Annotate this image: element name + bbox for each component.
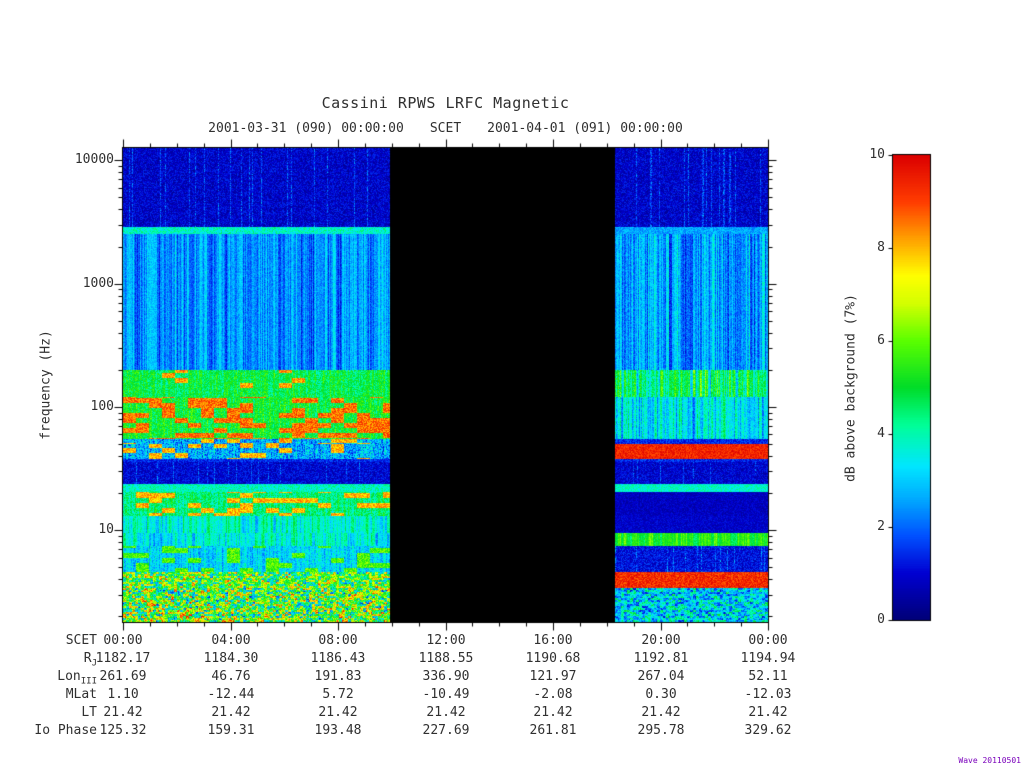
x-tick-label: 08:00: [318, 633, 358, 648]
table-cell: 261.81: [529, 723, 577, 738]
table-cell: 329.62: [744, 723, 792, 738]
x-tick-label: 00:00: [748, 633, 788, 648]
x-tick-label: 12:00: [426, 633, 466, 648]
table-cell: -12.44: [207, 687, 255, 702]
chart-subtitle: 2001-03-31 (090) 00:00:00 SCET 2001-04-0…: [123, 121, 768, 136]
table-row-label: LonIII: [57, 669, 97, 687]
table-cell: -2.08: [533, 687, 573, 702]
y-tick-label: 100: [90, 399, 114, 414]
table-cell: 267.04: [637, 669, 685, 684]
table-cell: 336.90: [422, 669, 470, 684]
colorbar-tick-label: 8: [877, 240, 885, 255]
table-row-label: RJ: [83, 651, 97, 669]
table-cell: 1182.17: [95, 651, 151, 666]
chart-title: Cassini RPWS LRFC Magnetic: [321, 94, 570, 112]
y-axis-label: frequency (Hz): [38, 330, 54, 440]
table-cell: 52.11: [748, 669, 788, 684]
colorbar-tick-label: 0: [877, 612, 885, 627]
table-cell: 227.69: [422, 723, 470, 738]
colorbar-label: dB above background (7%): [843, 294, 859, 482]
table-cell: 5.72: [322, 687, 354, 702]
table-row-label: Io Phase: [34, 723, 97, 738]
subtitle-scet-label: SCET: [429, 121, 462, 136]
table-cell: 21.42: [318, 705, 358, 720]
table-cell: 159.31: [207, 723, 255, 738]
table-row-label: LT: [81, 705, 97, 720]
table-cell: 1190.68: [525, 651, 581, 666]
table-row-label: SCET: [65, 633, 97, 648]
table-cell: 21.42: [641, 705, 681, 720]
table-cell: 21.42: [533, 705, 573, 720]
x-tick-label: 20:00: [641, 633, 681, 648]
table-cell: 0.30: [645, 687, 677, 702]
table-cell: 21.42: [211, 705, 251, 720]
colorbar-tick-label: 6: [877, 333, 885, 348]
table-cell: 121.97: [529, 669, 577, 684]
table-cell: 21.42: [748, 705, 788, 720]
table-cell: 125.32: [99, 723, 147, 738]
y-tick-label: 10: [98, 522, 114, 537]
table-cell: 1184.30: [203, 651, 259, 666]
table-row-label-subscript: III: [80, 676, 97, 687]
table-cell: 1188.55: [418, 651, 474, 666]
x-tick-label: 16:00: [533, 633, 573, 648]
subtitle-end-date: 2001-04-01 (091) 00:00:00: [487, 121, 683, 136]
x-tick-label: 04:00: [211, 633, 251, 648]
y-tick-label: 10000: [74, 152, 114, 167]
colorbar-tick-label: 4: [877, 426, 885, 441]
table-row-label-subscript: J: [91, 658, 97, 669]
table-cell: 193.48: [314, 723, 362, 738]
watermark-stamp: Wave 20110501: [958, 756, 1021, 765]
subtitle-start-date: 2001-03-31 (090) 00:00:00: [208, 121, 404, 136]
y-tick-label: 1000: [82, 276, 114, 291]
table-cell: 21.42: [426, 705, 466, 720]
table-cell: 1186.43: [310, 651, 366, 666]
table-cell: 1.10: [107, 687, 139, 702]
x-tick-label: 00:00: [103, 633, 143, 648]
table-cell: 295.78: [637, 723, 685, 738]
table-cell: 46.76: [211, 669, 251, 684]
table-cell: 1194.94: [740, 651, 796, 666]
table-cell: -10.49: [422, 687, 470, 702]
colorbar-tick-label: 10: [869, 147, 885, 162]
table-cell: 261.69: [99, 669, 147, 684]
colorbar-tick-label: 2: [877, 519, 885, 534]
table-cell: 21.42: [103, 705, 143, 720]
table-cell: 1192.81: [633, 651, 689, 666]
table-cell: 191.83: [314, 669, 362, 684]
table-row-label: MLat: [65, 687, 97, 702]
table-cell: -12.03: [744, 687, 792, 702]
